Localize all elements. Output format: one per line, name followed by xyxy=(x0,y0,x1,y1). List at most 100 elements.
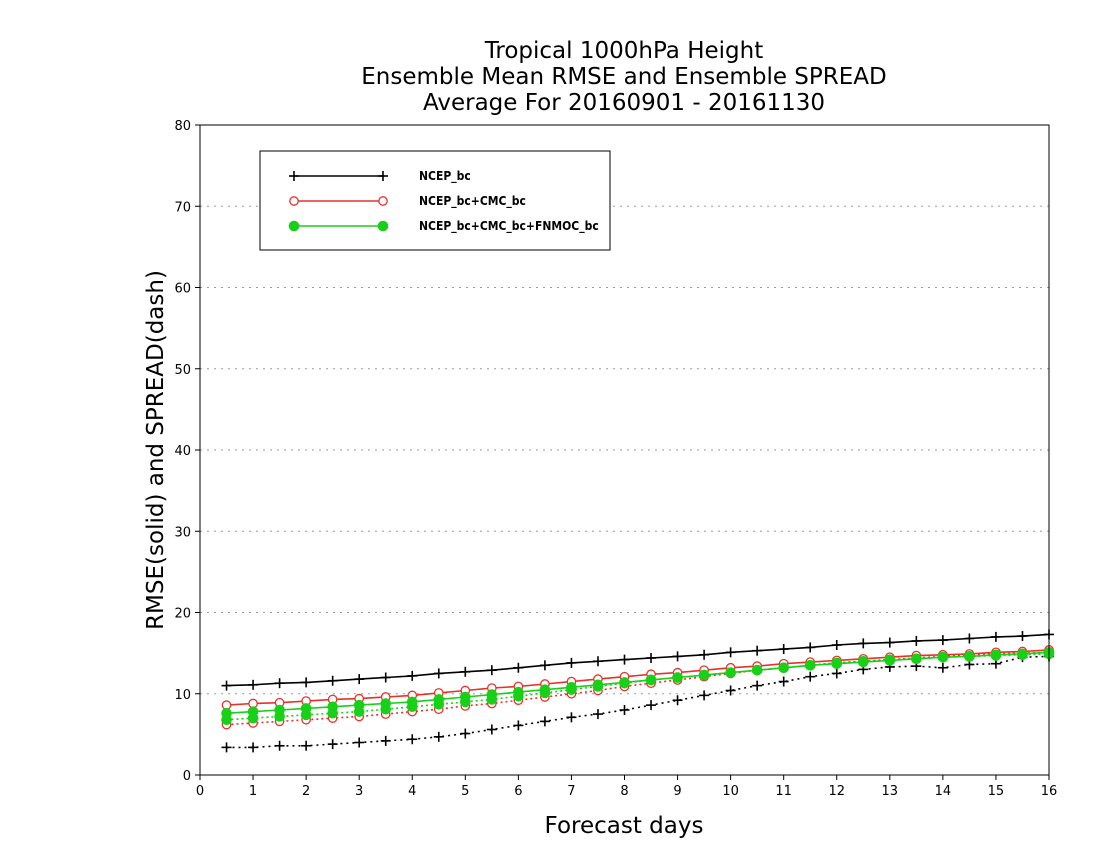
series-3 xyxy=(221,647,1055,726)
spread-point xyxy=(778,676,789,687)
x-tick-label: 13 xyxy=(882,784,899,799)
rmse-point xyxy=(327,675,338,686)
rmse-point xyxy=(406,696,418,708)
spread-point xyxy=(725,685,736,696)
y-tick-label: 0 xyxy=(183,769,191,784)
rmse-point xyxy=(274,704,285,716)
spread-point xyxy=(380,735,391,746)
rmse-point xyxy=(645,674,657,686)
rmse-point xyxy=(619,677,630,688)
series-1 xyxy=(221,629,1054,753)
x-tick-label: 1 xyxy=(249,784,257,799)
rmse-point xyxy=(964,651,975,662)
y-tick-label: 70 xyxy=(174,200,191,215)
spread-line xyxy=(226,655,1050,749)
rmse-point xyxy=(354,674,365,685)
spread-line xyxy=(226,653,1050,721)
rmse-point xyxy=(513,662,524,673)
rmse-point xyxy=(990,649,1002,661)
rmse-point xyxy=(805,642,816,653)
rmse-point xyxy=(221,680,232,691)
rmse-point xyxy=(831,658,843,669)
spread-point xyxy=(592,709,603,720)
rmse-point xyxy=(300,703,312,714)
x-tick-label: 3 xyxy=(355,784,363,799)
rmse-point xyxy=(619,654,630,665)
rmse-point xyxy=(380,672,391,683)
rmse-point xyxy=(247,706,259,717)
rmse-point xyxy=(990,631,1001,642)
spread-point xyxy=(486,724,497,735)
y-axis-label: RMSE(solid) and SPREAD(dash) xyxy=(143,270,169,630)
rmse-point xyxy=(911,635,922,646)
y-tick-label: 80 xyxy=(174,119,191,134)
rmse-point xyxy=(778,644,789,655)
x-tick-label: 14 xyxy=(935,784,952,799)
series-layer xyxy=(221,629,1055,753)
rmse-point xyxy=(301,677,312,688)
rmse-point xyxy=(1017,631,1028,642)
rmse-point xyxy=(274,678,285,689)
rmse-point xyxy=(964,633,975,644)
legend-label: NCEP_bc+CMC_bc xyxy=(419,194,526,209)
rmse-point xyxy=(804,660,816,671)
legend: NCEP_bc NCEP_bc+CMC_bc NCEP_bc+CMC_bc+FNMO… xyxy=(259,150,611,251)
rmse-line xyxy=(226,651,1050,715)
rmse-point xyxy=(672,672,683,683)
x-tick-label: 5 xyxy=(461,784,469,799)
x-axis-label: Forecast days xyxy=(545,813,704,839)
x-tick-label: 0 xyxy=(196,784,204,799)
spread-point xyxy=(460,728,471,739)
legend-label: NCEP_bc xyxy=(419,169,471,184)
rmse-point xyxy=(725,667,736,678)
spread-point xyxy=(354,737,365,748)
rmse-point xyxy=(831,640,842,650)
spread-point xyxy=(301,740,312,751)
legend-item: NCEP_bc+CMC_bc+FNMOC_bc xyxy=(288,219,599,234)
rmse-point xyxy=(751,664,763,676)
rmse-point xyxy=(911,653,922,665)
rmse-point xyxy=(858,638,869,649)
x-tick-label: 8 xyxy=(620,784,628,799)
rmse-point xyxy=(592,656,603,667)
x-tick-label: 2 xyxy=(302,784,310,799)
rmse-point xyxy=(566,657,577,668)
spread-point xyxy=(327,739,338,750)
x-tick-label: 12 xyxy=(828,784,845,799)
legend-marker xyxy=(378,171,388,181)
spread-point xyxy=(831,668,842,679)
rmse-point xyxy=(513,686,524,698)
rmse-point xyxy=(699,649,710,660)
chart-title-line-3: Average For 20160901 - 20161130 xyxy=(423,90,825,116)
spread-point xyxy=(805,671,816,682)
legend-marker xyxy=(288,220,300,232)
rmse-point xyxy=(539,684,551,695)
spread-point xyxy=(274,740,285,751)
spread-point xyxy=(433,731,444,742)
x-tick-label: 6 xyxy=(514,784,522,799)
spread-point xyxy=(672,695,683,706)
rmse-point xyxy=(592,679,604,691)
legend-label: NCEP_bc+CMC_bc+FNMOC_bc xyxy=(419,219,599,234)
x-tick-label: 16 xyxy=(1041,784,1058,799)
spread-point xyxy=(752,680,763,691)
rmse-point xyxy=(857,656,869,668)
x-tick-label: 10 xyxy=(722,784,739,799)
rmse-point xyxy=(1017,648,1028,660)
legend-marker xyxy=(377,220,389,232)
rmse-point xyxy=(407,670,418,681)
chart-title-line-1: Tropical 1000hPa Height xyxy=(484,38,764,64)
x-tick-label: 4 xyxy=(408,784,416,799)
rmse-point xyxy=(486,689,498,700)
rmse-point xyxy=(646,653,657,663)
spread-point xyxy=(619,705,630,715)
legend-item: NCEP_bc+CMC_bc xyxy=(289,194,526,209)
rmse-point xyxy=(221,707,232,719)
x-tick-label: 7 xyxy=(567,784,575,799)
spread-point xyxy=(699,690,710,701)
rmse-point xyxy=(566,681,577,693)
x-tick-label: 9 xyxy=(673,784,681,799)
rmse-point xyxy=(937,651,949,663)
rmse-point xyxy=(248,679,259,690)
